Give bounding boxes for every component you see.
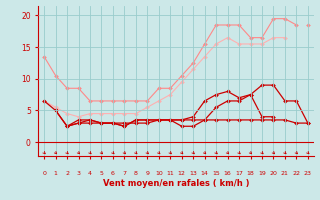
X-axis label: Vent moyen/en rafales ( km/h ): Vent moyen/en rafales ( km/h ) [103, 179, 249, 188]
